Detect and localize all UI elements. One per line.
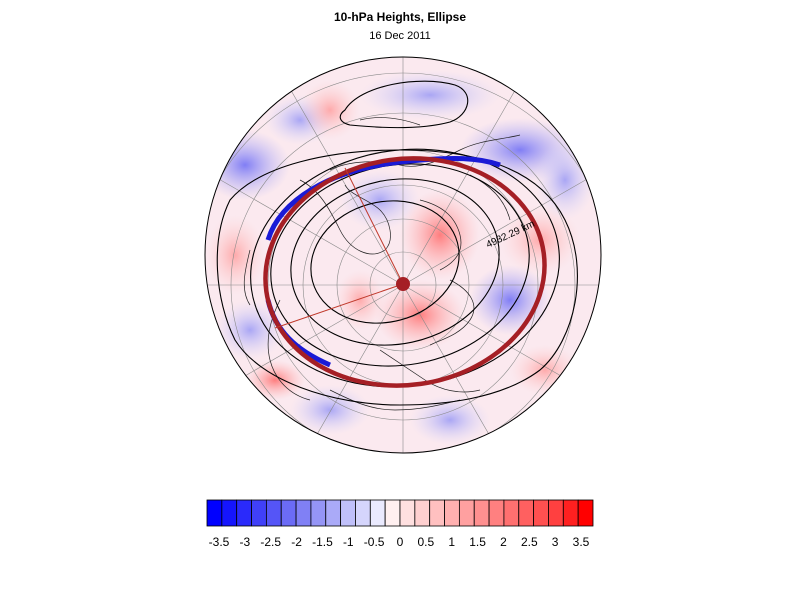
colorbar-labels: -3.5 -3 -2.5 -2 -1.5 -1 -0.5 0 0.5 1 1.5 2 2.5 3 3.5 (209, 535, 590, 549)
colorbar-tick-label: -1 (343, 535, 354, 549)
colorbar-box (280, 499, 297, 527)
colorbar-tick-label: 0 (397, 535, 404, 549)
colorbar-box (295, 499, 312, 527)
vortex-center-marker (396, 277, 410, 291)
colorbar-box (533, 499, 549, 527)
colorbar-tick-label: -2 (291, 535, 302, 549)
colorbar-box (325, 499, 342, 527)
anomaly-field (205, 57, 601, 453)
colorbar-box (206, 499, 223, 527)
colorbar-box (399, 499, 416, 527)
colorbar-tick-label: 2.5 (521, 535, 538, 549)
polar-map: 4932.29 km (204, 56, 602, 454)
colorbar-box (458, 499, 475, 527)
colorbar-box (503, 499, 520, 527)
colorbar-box (473, 499, 490, 527)
colorbar-box (369, 499, 386, 527)
colorbar-box (429, 499, 445, 527)
colorbar-box (444, 499, 460, 527)
colorbar-box (488, 499, 505, 527)
colorbar-tick-label: -3 (240, 535, 251, 549)
colorbar-tick-label: 1.5 (469, 535, 486, 549)
colorbar-box (310, 499, 327, 527)
colorbar-tick-label: 2 (500, 535, 507, 549)
colorbar-tick-label: 3 (552, 535, 559, 549)
globe-outline (204, 56, 602, 454)
colorbar-box (577, 499, 594, 527)
colorbar-box (414, 499, 431, 527)
colorbar: -3.5 -3 -2.5 -2 -1.5 -1 -0.5 0 0.5 1 1.5 2 2.5 3 3.5 (206, 499, 594, 549)
colorbar-box (518, 499, 535, 527)
vortex-ellipse (263, 155, 547, 388)
colorbar-tick-label: -0.5 (364, 535, 385, 549)
colorbar-tick-label: 1 (448, 535, 455, 549)
colorbar-box (265, 499, 282, 527)
colorbar-tick-label: -2.5 (260, 535, 281, 549)
colorbar-box (562, 499, 579, 527)
colorbar-box (355, 499, 371, 527)
colorbar-box (221, 499, 238, 527)
ellipse-axes (274, 167, 404, 329)
colorbar-tick-label: -1.5 (312, 535, 333, 549)
chart-title: 10-hPa Heights, Ellipse (333, 10, 467, 24)
colorbar-box (340, 499, 356, 527)
colorbar-box (251, 499, 267, 527)
date-subtitle: 16 Dec 2011 (369, 30, 431, 42)
colorbar-box (236, 499, 252, 527)
colorbar-boxes (206, 499, 594, 527)
colorbar-tick-label: 0.5 (418, 535, 435, 549)
colorbar-tick-label: -3.5 (209, 535, 230, 549)
colorbar-tick-label: 3.5 (573, 535, 590, 549)
colorbar-box (384, 499, 401, 527)
colorbar-box (548, 499, 564, 527)
